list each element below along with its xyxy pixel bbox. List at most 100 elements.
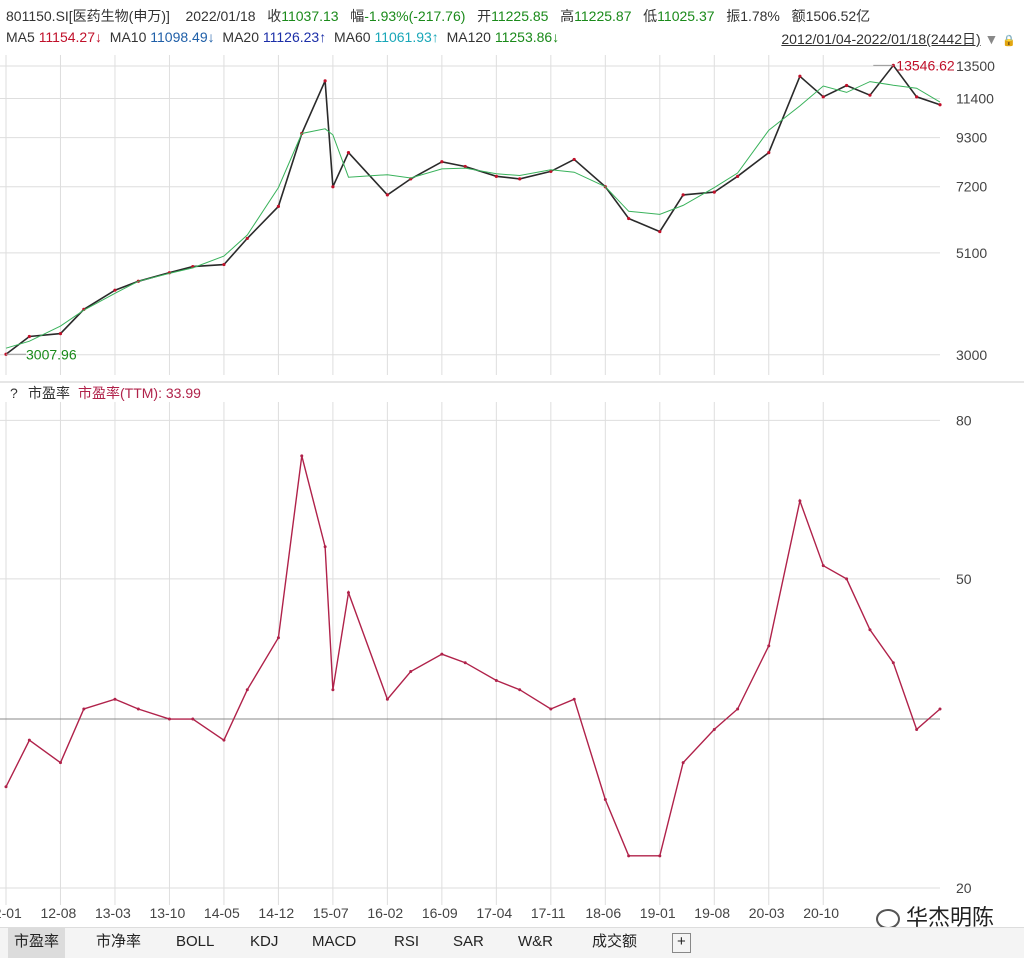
pe-point — [915, 727, 919, 731]
tab-sar[interactable]: SAR — [453, 933, 484, 950]
pe-point — [463, 661, 467, 665]
high-value: 11225.87 — [574, 8, 632, 24]
min-annotation: 3007.96 — [26, 346, 77, 362]
pe-point — [681, 761, 685, 765]
pe-point — [938, 707, 942, 711]
pe-point — [603, 797, 607, 801]
tab-pb[interactable]: 市净率 — [96, 933, 142, 950]
price-tick-label: 3000 — [956, 347, 987, 363]
lock-icon[interactable]: 🔒 — [1002, 35, 1016, 47]
x-tick-label: 12-08 — [40, 905, 76, 921]
pe-series-label: 市盈率(TTM): 33.99 — [78, 385, 201, 401]
x-tick-label: 17-04 — [476, 905, 512, 921]
pe-point — [440, 652, 444, 656]
high-label: 高 — [560, 8, 575, 24]
ma60-value: 11061.93↑ — [374, 29, 439, 45]
price-tick-label: 9300 — [956, 130, 987, 146]
x-tick-label: 19-01 — [640, 905, 676, 921]
change-value: -1.93%(-217.76) — [364, 8, 466, 24]
ma-line — [5, 81, 941, 349]
amplitude-value: 1.78% — [740, 8, 780, 24]
price-point — [767, 151, 771, 155]
ma5-label: MA5 — [6, 29, 35, 45]
tab-rsi[interactable]: RSI — [394, 933, 420, 950]
tab-turnover[interactable]: 成交额 — [592, 933, 638, 950]
price-point — [712, 190, 716, 194]
indicator-tab-bar: 市盈率 市净率 BOLL KDJ MACD RSI SAR W&R 成交额 + — [0, 927, 1024, 958]
price-point — [222, 262, 226, 267]
pe-tick-label: 20 — [956, 880, 972, 896]
change-label: 幅 — [350, 8, 365, 24]
pe-point — [113, 697, 117, 701]
x-tick-label: 14-12 — [258, 905, 294, 921]
pe-point — [346, 591, 350, 595]
pe-point — [222, 738, 226, 742]
price-point — [27, 334, 31, 339]
pe-point — [385, 697, 389, 701]
pe-point — [518, 688, 522, 692]
quote-date: 2022/01/18 — [185, 8, 256, 24]
pe-point — [27, 738, 31, 742]
pe-point — [167, 717, 171, 721]
close-value: 11037.13 — [281, 8, 339, 24]
x-tick-label: 16-09 — [422, 905, 458, 921]
x-tick-label: 20-03 — [749, 905, 785, 921]
tab-wr[interactable]: W&R — [518, 933, 553, 950]
price-point — [276, 204, 281, 208]
ma10-value: 11098.49↓ — [150, 29, 215, 45]
pe-point — [82, 707, 86, 711]
price-point — [494, 174, 498, 178]
pe-tick-label: 50 — [956, 571, 972, 587]
add-tab-button[interactable]: + — [672, 933, 691, 953]
date-range-text[interactable]: 2012/01/04-2022/01/18(2442日) — [781, 31, 981, 47]
pe-point — [191, 717, 195, 721]
tab-kdj[interactable]: KDJ — [250, 933, 279, 950]
ma120-value: 11253.86↓ — [494, 29, 560, 45]
pe-point — [300, 454, 304, 458]
pe-point — [572, 697, 576, 701]
price-point — [868, 93, 872, 97]
pe-point — [245, 688, 249, 692]
help-icon[interactable]: ? — [10, 385, 18, 401]
price-point — [821, 95, 825, 99]
pe-series — [4, 454, 942, 858]
tab-pe[interactable]: 市盈率 — [8, 928, 66, 958]
price-point — [463, 164, 467, 169]
date-range-selector[interactable]: 2012/01/04-2022/01/18(2442日) ▼ 🔒 — [781, 29, 1016, 49]
price-point — [798, 74, 802, 78]
price-point — [572, 157, 576, 162]
brand-name: 华杰明陈 — [905, 906, 994, 931]
pe-point — [767, 644, 771, 648]
x-tick-label: 15-07 — [313, 905, 349, 921]
pe-point — [891, 661, 895, 665]
pe-panel-label[interactable]: 市盈率 — [28, 385, 70, 401]
price-point — [845, 83, 849, 88]
pe-point — [845, 577, 849, 581]
price-point — [385, 193, 389, 197]
pe-point — [798, 499, 802, 503]
x-tick-label: 18-06 — [585, 905, 621, 921]
price-point — [681, 193, 685, 197]
ma5-value: 11154.27↓ — [38, 29, 103, 45]
price-point — [323, 79, 327, 83]
pe-point — [4, 785, 8, 789]
price-tick-label: 11400 — [956, 91, 994, 107]
x-tick-label: 12-01 — [0, 905, 22, 921]
price-annotations: 13546.62 3007.96 — [6, 57, 955, 362]
wechat-icon — [875, 909, 900, 929]
ma20-value: 11126.23↑ — [262, 29, 327, 45]
price-point — [549, 169, 553, 173]
pe-point — [276, 636, 280, 640]
pe-point — [409, 669, 413, 673]
price-grid — [0, 55, 940, 375]
tab-macd[interactable]: MACD — [312, 933, 357, 950]
price-point — [58, 331, 63, 336]
pe-y-ticks: 80 50 20 — [956, 412, 972, 896]
chevron-down-icon[interactable]: ▼ — [984, 31, 999, 47]
x-axis-ticks: 12-01 12-08 13-03 13-10 14-05 14-12 15-07 16-02… — [0, 905, 839, 921]
price-series — [4, 63, 942, 356]
price-point — [915, 95, 919, 99]
tab-boll[interactable]: BOLL — [176, 933, 215, 950]
pe-point — [549, 707, 553, 711]
x-tick-label: 16-02 — [367, 905, 403, 921]
